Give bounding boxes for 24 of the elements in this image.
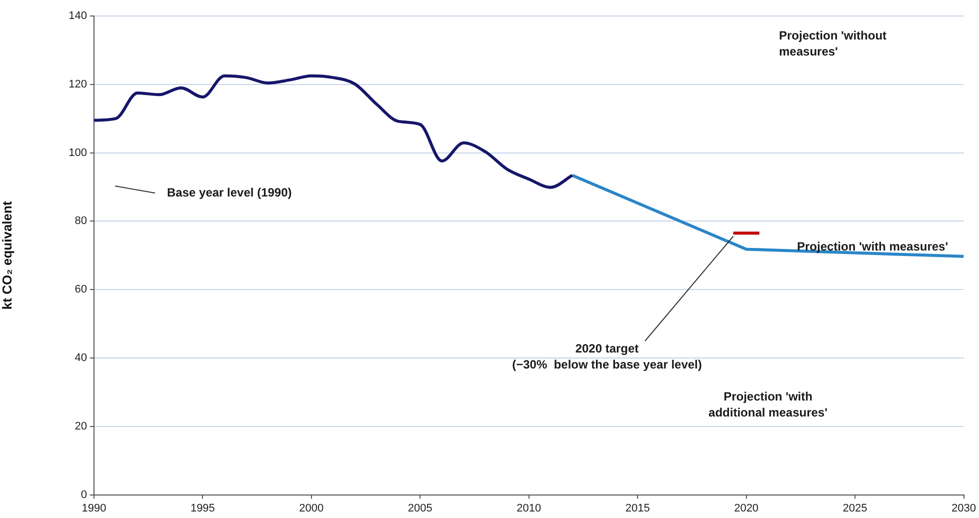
x-tick-label: 1990 xyxy=(82,502,106,514)
y-tick-label: 140 xyxy=(68,10,87,22)
y-tick-label: 100 xyxy=(68,146,87,159)
annotation: Projection 'with additional measures' xyxy=(708,389,828,420)
x-tick-label: 2010 xyxy=(516,502,542,514)
y-tick-label: 60 xyxy=(74,284,87,296)
y-axis-title: kt CO₂ equivalent xyxy=(0,200,14,310)
annotation: 2020 target (−30% below the base year level) xyxy=(512,341,702,372)
x-tick-label: 1995 xyxy=(190,502,215,514)
x-tick-label: 2000 xyxy=(299,502,324,514)
annotation: Projection 'without measures' xyxy=(779,28,887,58)
annotation: Projection 'with measures' xyxy=(797,239,948,254)
x-tick-label: 2015 xyxy=(625,502,650,514)
y-tick-label: 0 xyxy=(80,488,87,501)
annotation: Base year level (1990) xyxy=(167,185,292,200)
x-tick-label: 2030 xyxy=(952,502,976,514)
line-series xyxy=(94,74,574,189)
x-tick-label: 2025 xyxy=(842,502,868,514)
y-tick-label: 20 xyxy=(74,420,87,432)
x-tick-label: 2005 xyxy=(408,502,432,514)
y-tick-label: 120 xyxy=(68,78,87,90)
y-tick-label: 80 xyxy=(74,215,87,228)
x-tick-label: 2020 xyxy=(734,502,759,514)
y-tick-label: 40 xyxy=(74,352,87,364)
